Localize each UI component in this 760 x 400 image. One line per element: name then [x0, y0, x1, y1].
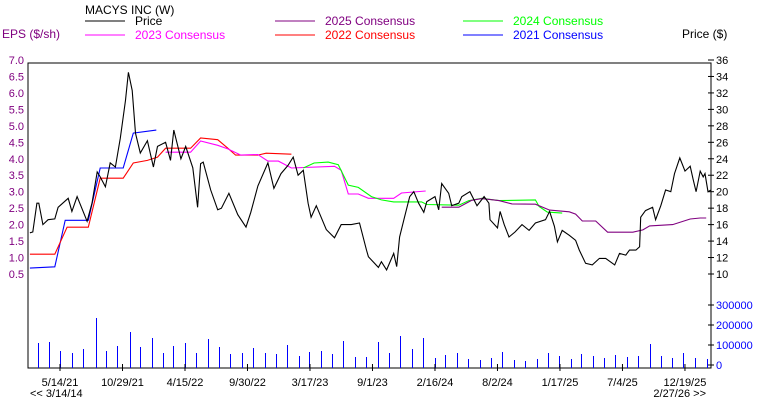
volume-tick-label: 100000 — [716, 340, 753, 352]
right-axis-label: Price ($) — [682, 27, 727, 41]
x-tick-label: 3/17/23 — [292, 377, 329, 389]
price-tick-label: 32 — [716, 88, 728, 100]
x-tick-label: 9/1/23 — [357, 377, 388, 389]
legend-label: 2021 Consensus — [513, 28, 603, 42]
x-tick-label: 5/14/21 — [42, 377, 79, 389]
price-tick-label: 26 — [716, 137, 728, 149]
series-line-2025-consensus — [441, 198, 707, 233]
x-tick-label: 12/19/25 — [664, 377, 707, 389]
price-tick-label: 10 — [716, 269, 728, 281]
x-tick-label: 10/29/21 — [101, 377, 144, 389]
eps-tick-label: 5.5 — [9, 104, 24, 116]
x-tick-label: 9/30/22 — [229, 377, 266, 389]
eps-tick-label: 1.0 — [9, 253, 24, 265]
left-axis-label: EPS ($/sh) — [2, 27, 60, 41]
volume-tick-label: 200000 — [716, 320, 753, 332]
eps-tick-label: 2.0 — [9, 220, 24, 232]
nav-forward-link[interactable]: 2/27/26 >> — [653, 388, 706, 400]
x-tick-label: 8/2/24 — [482, 377, 513, 389]
series-line-2021-consensus — [29, 129, 157, 269]
price-tick-label: 20 — [716, 187, 728, 199]
price-tick-label: 18 — [716, 203, 728, 215]
eps-tick-label: 0.5 — [9, 269, 24, 281]
price-tick-label: 34 — [716, 71, 728, 83]
series-line-2022-consensus — [29, 137, 292, 255]
plot-frame — [27, 62, 712, 369]
price-tick-label: 28 — [716, 121, 728, 133]
eps-tick-label: 4.5 — [9, 137, 24, 149]
volume-tick-label: 0 — [716, 360, 722, 372]
eps-tick-label: 5.0 — [9, 121, 24, 133]
legend-label: 2025 Consensus — [325, 14, 415, 28]
price-tick-label: 36 — [716, 55, 728, 67]
eps-tick-label: 7.0 — [9, 55, 24, 67]
volume-tick-label: 300000 — [716, 300, 753, 312]
chart-title: MACYS INC (W) — [85, 3, 174, 17]
legend-label: Price — [135, 14, 163, 28]
nav-back-link[interactable]: << 3/14/14 — [30, 388, 83, 400]
eps-tick-label: 3.0 — [9, 187, 24, 199]
legend-label: 2022 Consensus — [325, 28, 415, 42]
series-line-price — [29, 72, 712, 272]
volume-bars — [38, 318, 708, 368]
price-tick-label: 30 — [716, 104, 728, 116]
axes: 0.5 1.0 1.5 2.0 2.5 3.0 3.5 4.0 4.5 5.0 5.5 6.0 6.5 7… — [9, 55, 753, 389]
eps-tick-label: 2.5 — [9, 203, 24, 215]
eps-tick-label: 6.0 — [9, 88, 24, 100]
price-tick-label: 14 — [716, 236, 728, 248]
x-tick-label: 1/17/25 — [542, 377, 579, 389]
eps-tick-label: 6.5 — [9, 71, 24, 83]
eps-tick-label: 1.5 — [9, 236, 24, 248]
eps-tick-label: 4.0 — [9, 154, 24, 166]
x-tick-label: 2/16/24 — [417, 377, 454, 389]
x-tick-label: 7/4/25 — [607, 377, 638, 389]
x-tick-label: 4/15/22 — [167, 377, 204, 389]
eps-tick-label: 3.5 — [9, 170, 24, 182]
price-tick-label: 24 — [716, 154, 728, 166]
series-line-2023-consensus — [165, 140, 426, 199]
legend-label: 2024 Consensus — [513, 14, 603, 28]
price-tick-label: 12 — [716, 253, 728, 265]
price-tick-label: 16 — [716, 220, 728, 232]
price-tick-label: 22 — [716, 170, 728, 182]
legend: Price 2025 Consensus 2024 Consensus 2023 Co… — [85, 14, 603, 42]
legend-label: 2023 Consensus — [135, 28, 225, 42]
series-lines — [29, 72, 712, 272]
series-line-2024-consensus — [303, 161, 563, 214]
